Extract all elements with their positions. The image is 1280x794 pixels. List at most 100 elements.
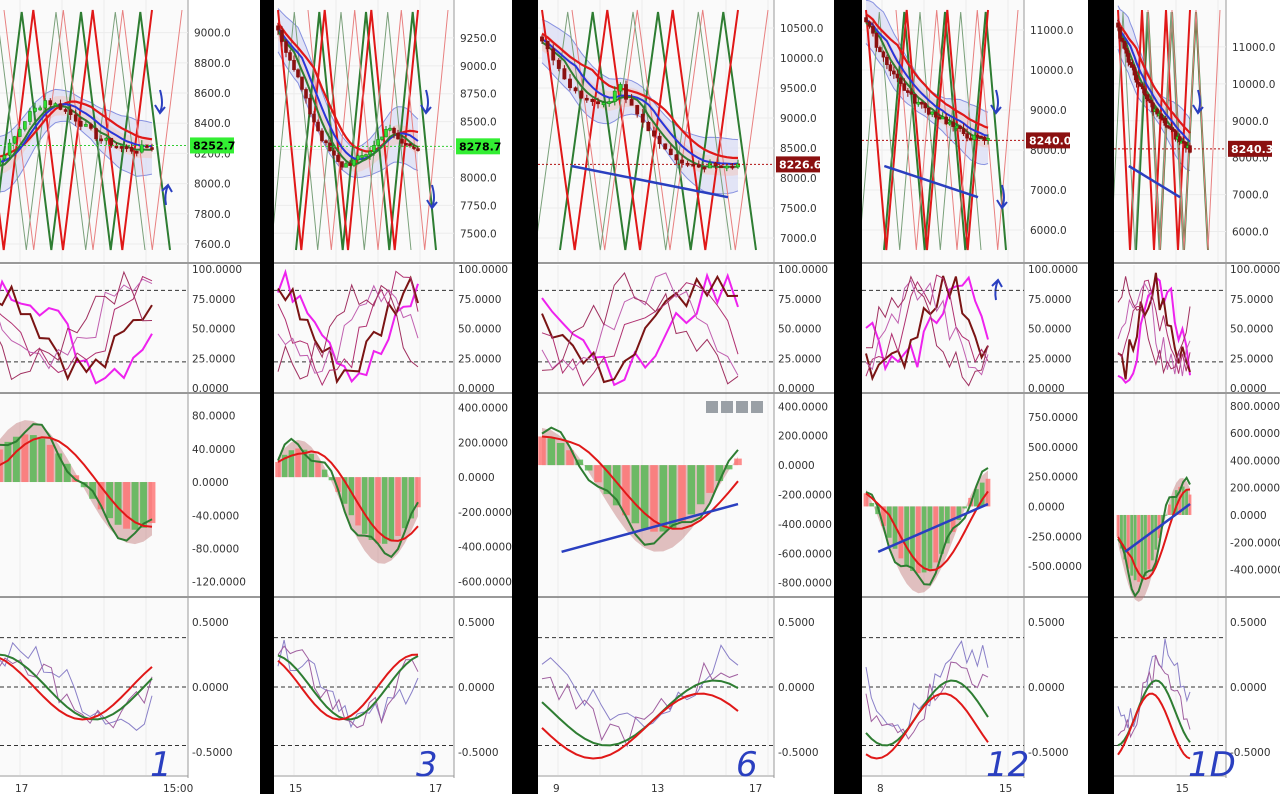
zigzag-red [865, 9, 989, 251]
osc-line [277, 653, 419, 721]
candle [396, 132, 400, 140]
macd-bar [355, 477, 361, 526]
candle [899, 77, 903, 84]
chart-svg-p3: 9250.09000.08750.08500.08250.08000.07750… [274, 0, 512, 794]
candle [646, 122, 651, 132]
macd-bar [335, 477, 341, 492]
stoch-line [277, 284, 419, 374]
price-tick-label: 9000.0 [1232, 116, 1269, 128]
candle [400, 138, 404, 144]
macd-bar [640, 465, 649, 529]
macd-bar [538, 436, 546, 466]
trendline [571, 164, 729, 199]
candle [885, 56, 889, 66]
candle [933, 111, 938, 118]
candle [292, 59, 296, 71]
stoch-line [541, 272, 739, 376]
macd-bar [898, 506, 904, 559]
macd-line [0, 423, 153, 542]
stoch-tick-label: 100.0000 [458, 264, 508, 276]
candle [640, 113, 645, 123]
stoch-tick-label: 100.0000 [778, 264, 828, 276]
candle [17, 128, 22, 137]
candle [607, 101, 612, 104]
candle [68, 109, 73, 115]
osc-tick-label: 0.0000 [458, 682, 495, 694]
macd-line [541, 426, 739, 546]
candle [944, 116, 948, 125]
stoch-line [1117, 276, 1191, 375]
stoch-tick-label: 25.0000 [1028, 353, 1071, 365]
stoch-tick-label: 25.0000 [192, 353, 235, 365]
macd-bar [148, 482, 156, 524]
candle [312, 113, 316, 123]
candle [276, 25, 280, 31]
candle [114, 145, 119, 149]
stoch-tick-label: 75.0000 [192, 294, 235, 306]
candle [965, 133, 969, 139]
macd-tick-label: 0.0000 [192, 477, 229, 489]
stoch-tick-label: 50.0000 [458, 324, 501, 336]
candle [874, 32, 879, 48]
macd-bar [1130, 514, 1134, 576]
chart-panel-p6: 10500.0 10000.0 9500.0 9000.0 8500.0 8000.0 75… [538, 0, 834, 794]
stoch-tick-label: 75.0000 [458, 294, 501, 306]
osc-tick-label: 0.0000 [192, 682, 229, 694]
zigzag-green [295, 11, 437, 251]
price-tick-label: 8400.0 [194, 118, 231, 130]
pane-tool-button [706, 401, 718, 413]
candle [79, 120, 83, 127]
macd-tick-label: -40.0000 [192, 510, 239, 522]
candle [940, 116, 945, 120]
price-tick-label: 7600.0 [194, 239, 231, 251]
macd-bar [375, 477, 381, 544]
x-tick-label: 13 [651, 783, 664, 794]
macd-bar [1123, 514, 1127, 560]
timeframe-mark: 1D [1188, 745, 1236, 785]
candle [1122, 40, 1126, 49]
price-tick-label: 8000.0 [780, 173, 817, 185]
macd-bar [622, 465, 630, 516]
candle [982, 136, 987, 141]
candle [590, 99, 595, 102]
stoch-tick-label: 100.0000 [1230, 264, 1280, 276]
macd-bar [1126, 514, 1130, 569]
candle [376, 139, 380, 146]
price-tick-label: 9500.0 [780, 83, 817, 95]
macd-bar [933, 506, 939, 563]
zigzag-green [0, 11, 171, 251]
candle [150, 147, 154, 150]
candle [109, 137, 114, 147]
chart-panel-p1: 9000.0 8800.0 8600.0 8400.0 8200.0 8000.0 7800… [0, 0, 260, 794]
stoch-tick-label: 50.0000 [778, 324, 821, 336]
macd-bar [881, 506, 886, 526]
zigzag-green [883, 11, 1007, 251]
macd-tick-label: 0.0000 [1230, 510, 1267, 522]
macd-bar [1116, 514, 1120, 537]
x-tick-label: 15 [289, 783, 302, 794]
stoch-line [541, 272, 739, 385]
candle [551, 48, 556, 61]
macd-bar [301, 449, 308, 478]
candle [579, 90, 584, 99]
candle [392, 127, 396, 134]
osc-tick-label: -0.5000 [458, 747, 499, 759]
macd-pane-bg [862, 393, 1024, 596]
candle [140, 144, 144, 153]
pane-tool-button [721, 401, 733, 413]
osc-line [0, 657, 153, 721]
osc-line [277, 654, 419, 721]
candle [352, 159, 356, 166]
candle [888, 64, 893, 72]
candle [38, 107, 42, 111]
macd-bar [734, 458, 742, 466]
zigzag-thin [307, 9, 449, 251]
candle [909, 91, 914, 95]
last-price-label: 8278.7 [459, 140, 501, 153]
candle [300, 76, 304, 90]
macd-bar [1185, 489, 1188, 515]
candle [1124, 48, 1129, 54]
macd-signal-line [277, 450, 419, 542]
trendline [883, 164, 979, 199]
macd-bar [46, 444, 54, 483]
